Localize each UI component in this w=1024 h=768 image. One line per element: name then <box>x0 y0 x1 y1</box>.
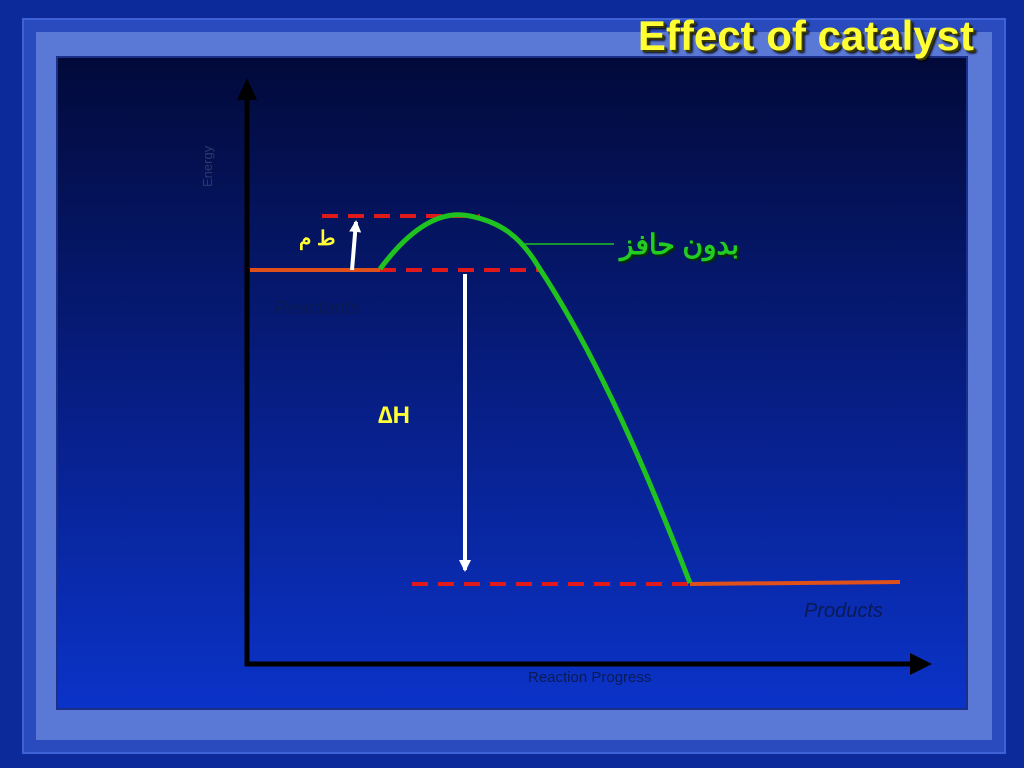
y-axis-arrowhead <box>237 78 257 100</box>
uncatalyzed-curve <box>377 212 693 584</box>
products-level <box>689 580 901 586</box>
slide-title: Effect of catalyst <box>637 12 974 59</box>
activation-energy-arrow <box>349 220 362 271</box>
y-axis-label: Energy <box>200 145 215 187</box>
activation-energy-label: ط م <box>299 228 336 250</box>
delta-h-label: ∆H <box>378 402 411 429</box>
products-label: Products <box>804 600 883 622</box>
reactants-label: Reactants <box>274 298 360 319</box>
x-axis-arrowhead <box>910 653 932 675</box>
x-axis-label: Reaction Progress <box>528 669 652 686</box>
uncatalyzed-curve-label: بدون حافز <box>620 229 740 260</box>
diagram-panel <box>56 56 968 710</box>
